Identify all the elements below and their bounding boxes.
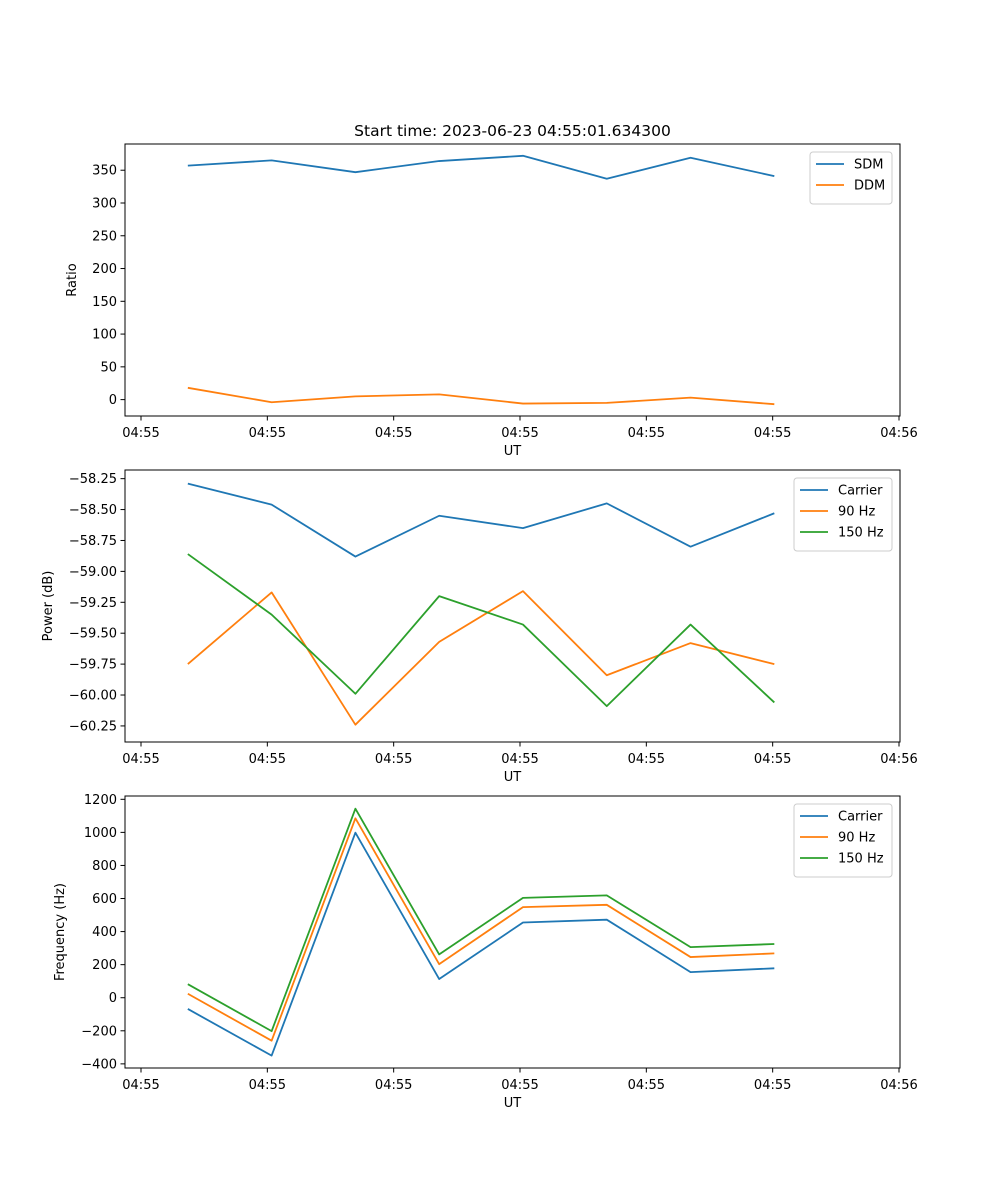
y-tick-label: 0 bbox=[109, 393, 117, 408]
figure-title: Start time: 2023-06-23 04:55:01.634300 bbox=[354, 122, 671, 140]
y-tick-label: 600 bbox=[92, 892, 117, 907]
y-tick-label: 400 bbox=[92, 925, 117, 940]
series-line-carrier bbox=[187, 831, 775, 1057]
x-tick-label: 04:55 bbox=[754, 1078, 791, 1093]
x-tick-label: 04:55 bbox=[501, 426, 538, 441]
x-tick-label: 04:55 bbox=[249, 426, 286, 441]
legend: SDM DDM bbox=[809, 151, 893, 205]
x-tick-label: 04:55 bbox=[375, 426, 412, 441]
x-tick-label: 04:56 bbox=[880, 1078, 917, 1093]
legend-entry-label: Carrier bbox=[838, 810, 883, 825]
y-tick-label: 200 bbox=[92, 958, 117, 973]
series-line-carrier bbox=[187, 482, 775, 558]
subplot-3: −400 −200 0 200 400 600 800 1000 1200 04:55 04:55 0… bbox=[53, 793, 918, 1111]
x-axis-label: UT bbox=[504, 1096, 522, 1111]
x-tick-label: 04:55 bbox=[628, 1078, 665, 1093]
legend-entry-label: 90 Hz bbox=[838, 505, 875, 520]
x-tick-label: 04:55 bbox=[122, 1078, 159, 1093]
series-line-150-hz bbox=[187, 807, 775, 1033]
x-tick-label: 04:55 bbox=[501, 1078, 538, 1093]
x-tick-label: 04:55 bbox=[249, 752, 286, 767]
legend-box bbox=[809, 151, 893, 205]
x-tick-label: 04:55 bbox=[501, 752, 538, 767]
axes-frame bbox=[124, 469, 901, 743]
y-tick-label: 100 bbox=[92, 328, 117, 343]
legend: Carrier 90 Hz 150 Hz bbox=[793, 477, 893, 552]
legend-entry-label: 90 Hz bbox=[838, 831, 875, 846]
subplot-2: −60.25 −60.00 −59.75 −59.50 −59.25 −59.00 −58.… bbox=[41, 469, 918, 785]
x-tick-label: 04:55 bbox=[628, 426, 665, 441]
x-tick-label: 04:55 bbox=[628, 752, 665, 767]
legend: Carrier 90 Hz 150 Hz bbox=[793, 803, 893, 878]
y-tick-label: 350 bbox=[92, 164, 117, 179]
y-tick-label: 1200 bbox=[84, 793, 117, 808]
x-tick-label: 04:55 bbox=[249, 1078, 286, 1093]
y-tick-label: 0 bbox=[109, 991, 117, 1006]
x-tick-label: 04:55 bbox=[375, 752, 412, 767]
x-tick-label: 04:55 bbox=[754, 752, 791, 767]
legend-entry-label: SDM bbox=[854, 158, 883, 173]
y-tick-label: −60.00 bbox=[69, 689, 117, 704]
series-line-sdm bbox=[187, 154, 775, 180]
y-axis-label: Frequency (Hz) bbox=[53, 883, 68, 981]
x-tick-label: 04:56 bbox=[880, 426, 917, 441]
x-tick-label: 04:55 bbox=[754, 426, 791, 441]
y-tick-label: −58.50 bbox=[69, 503, 117, 518]
y-tick-label: 150 bbox=[92, 295, 117, 310]
series-line-ddm bbox=[187, 386, 775, 406]
y-axis-label: Power (dB) bbox=[41, 571, 56, 642]
x-tick-label: 04:55 bbox=[122, 752, 159, 767]
x-tick-label: 04:56 bbox=[880, 752, 917, 767]
y-tick-label: 250 bbox=[92, 229, 117, 244]
y-tick-label: −58.75 bbox=[69, 534, 117, 549]
legend-entry-label: 150 Hz bbox=[838, 852, 884, 867]
series-line-90-hz bbox=[187, 590, 775, 726]
legend-entry-label: Carrier bbox=[838, 484, 883, 499]
legend-entry-label: DDM bbox=[854, 179, 885, 194]
x-axis-label: UT bbox=[504, 444, 522, 459]
y-axis-label: Ratio bbox=[65, 263, 80, 296]
subplots: 0 50 100 150 200 250 300 350 04:55 04:55 04:55 04:5… bbox=[41, 143, 918, 1111]
axes-frame bbox=[124, 143, 901, 417]
series-line-150-hz bbox=[187, 553, 775, 708]
y-tick-label: 200 bbox=[92, 262, 117, 277]
y-tick-label: 1000 bbox=[84, 826, 117, 841]
y-tick-label: −59.50 bbox=[69, 627, 117, 642]
y-tick-label: 800 bbox=[92, 859, 117, 874]
y-tick-label: −400 bbox=[81, 1057, 117, 1072]
y-tick-label: −59.25 bbox=[69, 596, 117, 611]
y-tick-label: −200 bbox=[81, 1024, 117, 1039]
y-tick-label: −59.00 bbox=[69, 565, 117, 580]
y-tick-label: −60.25 bbox=[69, 719, 117, 734]
x-axis-label: UT bbox=[504, 770, 522, 785]
y-tick-label: 50 bbox=[100, 360, 117, 375]
x-tick-label: 04:55 bbox=[375, 1078, 412, 1093]
y-tick-label: −58.25 bbox=[69, 472, 117, 487]
series-line-90-hz bbox=[187, 817, 775, 1042]
subplot-1: 0 50 100 150 200 250 300 350 04:55 04:55 04:55 04:5… bbox=[65, 143, 918, 459]
y-tick-label: −59.75 bbox=[69, 658, 117, 673]
y-tick-label: 300 bbox=[92, 196, 117, 211]
x-tick-label: 04:55 bbox=[122, 426, 159, 441]
legend-entry-label: 150 Hz bbox=[838, 526, 884, 541]
